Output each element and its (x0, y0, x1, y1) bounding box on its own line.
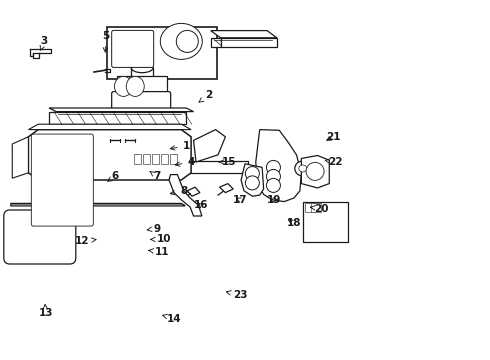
Polygon shape (28, 130, 191, 180)
Polygon shape (220, 184, 233, 193)
Ellipse shape (299, 165, 307, 172)
Text: 7: 7 (150, 171, 161, 181)
Ellipse shape (131, 81, 153, 91)
Text: 23: 23 (226, 290, 247, 300)
Text: 6: 6 (108, 171, 119, 181)
Ellipse shape (267, 161, 280, 174)
Ellipse shape (131, 63, 153, 73)
Ellipse shape (245, 167, 259, 180)
Bar (303, 202, 348, 242)
Text: 2: 2 (199, 90, 212, 102)
FancyBboxPatch shape (4, 210, 76, 264)
Text: 10: 10 (151, 234, 171, 244)
Text: 3: 3 (40, 36, 48, 50)
Text: 14: 14 (163, 314, 181, 324)
Text: 17: 17 (233, 195, 247, 205)
Ellipse shape (115, 76, 132, 96)
Text: 19: 19 (267, 195, 282, 205)
Bar (170, 154, 177, 165)
Bar (152, 154, 159, 165)
Bar (143, 154, 150, 165)
Text: 11: 11 (148, 247, 169, 257)
Text: 22: 22 (325, 157, 343, 167)
Bar (305, 203, 315, 212)
Ellipse shape (295, 161, 311, 176)
Bar (133, 161, 248, 173)
Ellipse shape (267, 170, 280, 183)
Text: 5: 5 (102, 31, 109, 52)
Text: 12: 12 (75, 236, 96, 246)
Text: 15: 15 (219, 157, 237, 167)
Ellipse shape (306, 162, 324, 180)
FancyBboxPatch shape (31, 134, 93, 226)
Text: 18: 18 (287, 218, 301, 228)
Bar (134, 154, 141, 165)
Ellipse shape (160, 23, 202, 59)
Bar (107, 27, 217, 79)
Polygon shape (220, 38, 277, 47)
Polygon shape (28, 124, 191, 130)
Bar (161, 154, 168, 165)
Bar (133, 154, 181, 166)
Polygon shape (12, 137, 28, 178)
Bar (117, 76, 167, 114)
Text: 21: 21 (326, 132, 341, 142)
Ellipse shape (267, 179, 280, 192)
Polygon shape (49, 108, 194, 112)
Text: 16: 16 (194, 200, 208, 210)
Text: 20: 20 (311, 204, 328, 214)
Polygon shape (211, 38, 220, 47)
Ellipse shape (245, 176, 259, 190)
Polygon shape (169, 175, 202, 216)
Polygon shape (211, 31, 277, 38)
FancyBboxPatch shape (112, 30, 154, 67)
Polygon shape (187, 187, 200, 196)
Ellipse shape (176, 30, 198, 53)
Text: 4: 4 (175, 157, 195, 167)
Bar (311, 203, 321, 212)
Text: 1: 1 (171, 141, 190, 151)
Text: 9: 9 (147, 224, 160, 234)
Polygon shape (256, 130, 301, 202)
Polygon shape (49, 112, 186, 124)
Text: 8: 8 (171, 186, 187, 196)
Ellipse shape (126, 76, 144, 96)
Polygon shape (241, 164, 264, 196)
Polygon shape (194, 130, 225, 162)
Text: 13: 13 (38, 305, 53, 318)
FancyBboxPatch shape (112, 91, 171, 123)
Polygon shape (11, 203, 185, 206)
Polygon shape (301, 156, 329, 188)
